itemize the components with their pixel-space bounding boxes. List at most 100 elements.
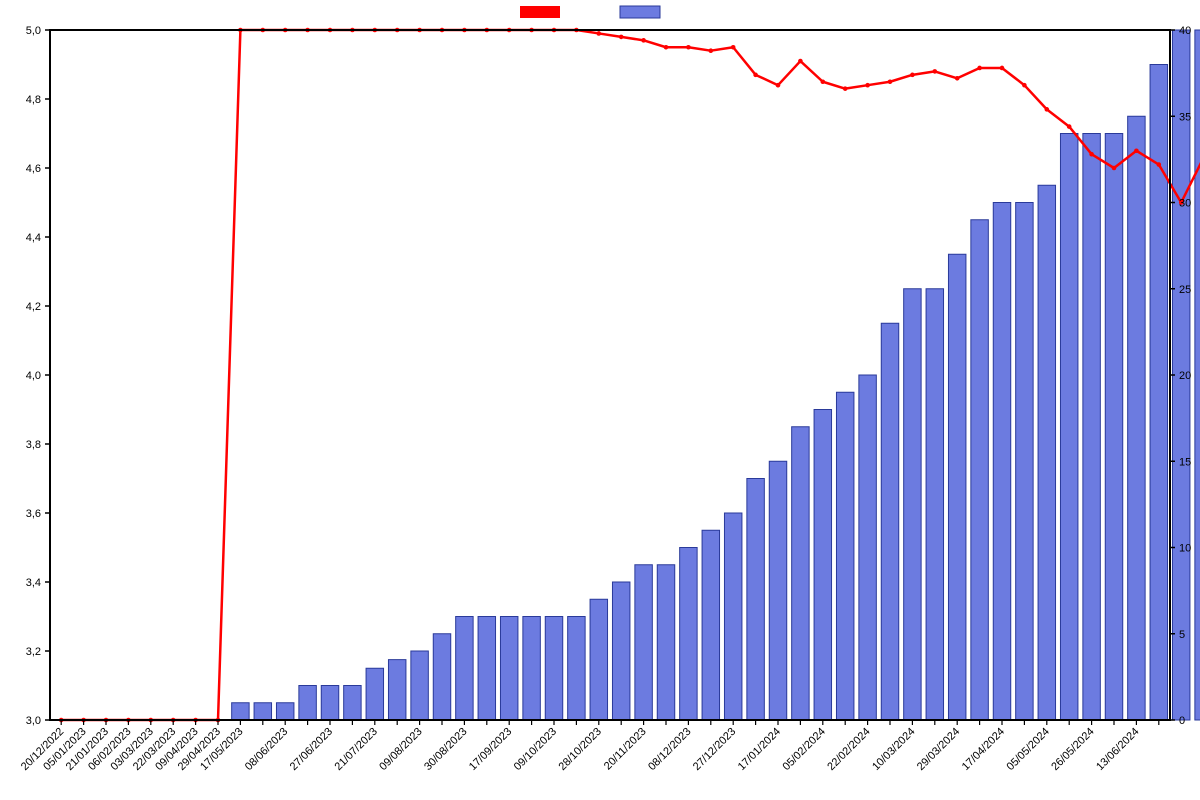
bar	[299, 686, 316, 721]
y-right-tick-label: 10	[1179, 543, 1191, 555]
line-marker	[619, 35, 624, 40]
x-tick-label: 05/02/2024	[781, 726, 828, 773]
legend-swatch-line	[520, 6, 560, 18]
y-right-tick-label: 35	[1179, 111, 1191, 123]
x-tick-label: 08/06/2023	[243, 726, 290, 773]
bars-group	[232, 30, 1200, 720]
bar	[993, 203, 1010, 721]
bar	[971, 220, 988, 720]
line-marker	[955, 76, 960, 81]
bar	[948, 254, 965, 720]
line-marker	[597, 31, 602, 36]
y-left-tick-label: 3,4	[26, 577, 41, 589]
line-marker	[1022, 83, 1027, 88]
y-right-tick-label: 30	[1179, 198, 1191, 210]
bar	[366, 668, 383, 720]
x-tick-label: 29/03/2024	[915, 726, 962, 773]
bar	[500, 617, 517, 721]
bar	[433, 634, 450, 720]
bar	[411, 651, 428, 720]
bar	[478, 617, 495, 721]
y-left-tick-label: 4,6	[26, 163, 41, 175]
bar	[232, 703, 249, 720]
bar	[1195, 30, 1200, 720]
bar	[456, 617, 473, 721]
legend-swatch-bar	[620, 6, 660, 18]
bar	[254, 703, 271, 720]
x-tick-label: 17/04/2024	[960, 726, 1007, 773]
y-left-tick-label: 4,4	[26, 232, 41, 244]
line-marker	[1067, 124, 1072, 129]
bar	[635, 565, 652, 720]
line-marker	[1112, 166, 1117, 171]
y-left-tick-label: 5,0	[26, 25, 41, 37]
y-left-tick-label: 4,0	[26, 370, 41, 382]
y-left-tick-label: 3,2	[26, 646, 41, 658]
line-marker	[910, 73, 915, 78]
y-left-tick-label: 4,8	[26, 94, 41, 106]
bar	[926, 289, 943, 720]
chart-container: 3,03,23,43,63,84,04,24,44,64,85,00510152…	[0, 0, 1200, 800]
bar	[1105, 134, 1122, 721]
x-tick-label: 21/07/2023	[333, 726, 380, 773]
bar	[612, 582, 629, 720]
bar	[1038, 185, 1055, 720]
bar	[568, 617, 585, 721]
line-marker	[709, 48, 714, 53]
bar	[1128, 116, 1145, 720]
bar	[657, 565, 674, 720]
x-tick-label: 26/05/2024	[1049, 726, 1096, 773]
bar	[904, 289, 921, 720]
x-tick-label: 20/11/2023	[602, 726, 649, 773]
y-right-tick-label: 25	[1179, 284, 1191, 296]
y-right-tick-label: 40	[1179, 25, 1191, 37]
bar	[1083, 134, 1100, 721]
bar	[523, 617, 540, 721]
line-marker	[888, 79, 893, 84]
y-right-tick-label: 5	[1179, 629, 1185, 641]
bar	[680, 548, 697, 721]
line-marker	[731, 45, 736, 50]
line-marker	[1134, 148, 1139, 153]
x-axis: 20/12/202205/01/202321/01/202306/02/2023…	[19, 720, 1159, 773]
bar	[747, 479, 764, 721]
x-tick-label: 08/12/2023	[646, 726, 693, 773]
line-marker	[933, 69, 938, 74]
y-left-tick-label: 3,8	[26, 439, 41, 451]
x-tick-label: 13/06/2024	[1094, 726, 1141, 773]
y-left-tick-label: 4,2	[26, 301, 41, 313]
bar	[702, 530, 719, 720]
y-right-tick-label: 0	[1179, 715, 1185, 727]
line-marker	[865, 83, 870, 88]
line-marker	[798, 59, 803, 64]
bar	[590, 599, 607, 720]
x-tick-label: 09/08/2023	[377, 726, 424, 773]
bar	[1060, 134, 1077, 721]
line-marker	[977, 66, 982, 71]
line-marker	[1157, 162, 1162, 167]
x-tick-label: 27/12/2023	[691, 726, 738, 773]
bar	[321, 686, 338, 721]
x-tick-label: 17/01/2024	[736, 726, 783, 773]
bar	[792, 427, 809, 720]
x-tick-label: 28/10/2023	[557, 726, 604, 773]
y-left-tick-label: 3,6	[26, 508, 41, 520]
bar	[836, 392, 853, 720]
line-marker	[843, 86, 848, 91]
bar	[769, 461, 786, 720]
x-tick-label: 05/05/2024	[1005, 726, 1052, 773]
line-marker	[753, 73, 758, 78]
bar	[344, 686, 361, 721]
bar	[859, 375, 876, 720]
bar	[1016, 203, 1033, 721]
line-marker	[664, 45, 669, 50]
line-marker	[1000, 66, 1005, 71]
bar	[388, 660, 405, 720]
line-marker	[776, 83, 781, 88]
bar	[724, 513, 741, 720]
line-marker	[1089, 152, 1094, 157]
combo-chart: 3,03,23,43,63,84,04,24,44,64,85,00510152…	[0, 0, 1200, 800]
x-tick-label: 09/10/2023	[512, 726, 559, 773]
x-tick-label: 22/02/2024	[825, 726, 872, 773]
line-marker	[1045, 107, 1050, 112]
